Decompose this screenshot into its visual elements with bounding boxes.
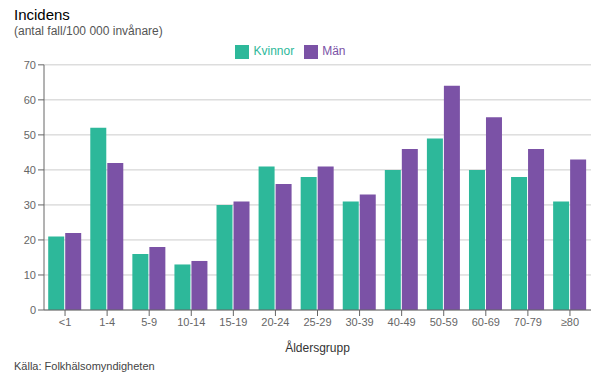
svg-text:10-14: 10-14 (177, 316, 205, 328)
svg-text:70: 70 (24, 59, 36, 71)
svg-text:15-19: 15-19 (219, 316, 247, 328)
svg-text:70-79: 70-79 (514, 316, 542, 328)
html-text:(antal fall/100 000 invånare): (antal fall/100 000 invånare) (14, 24, 163, 38)
html-text:Källa: Folkhälsomyndigheten: Källa: Folkhälsomyndigheten (14, 360, 155, 372)
svg-text:60: 60 (24, 94, 36, 106)
svg-text:40-49: 40-49 (388, 316, 416, 328)
html-text:Incidens: Incidens (14, 6, 70, 23)
html-text:Män: Män (322, 44, 346, 58)
svg-text:50: 50 (24, 129, 36, 141)
html-text:Kvinnor: Kvinnor (253, 44, 295, 58)
svg-text:20: 20 (24, 234, 36, 246)
svg-text:60-69: 60-69 (472, 316, 500, 328)
svg-text:≥80: ≥80 (561, 316, 579, 328)
svg-text:<1: <1 (59, 316, 72, 328)
svg-text:30: 30 (24, 199, 36, 211)
svg-text:50-59: 50-59 (430, 316, 458, 328)
svg-text:10: 10 (24, 269, 36, 281)
svg-text:25-29: 25-29 (303, 316, 331, 328)
svg-text:Åldersgrupp: Åldersgrupp (285, 340, 350, 355)
svg-text:1-4: 1-4 (99, 316, 115, 328)
svg-text:30-39: 30-39 (346, 316, 374, 328)
svg-text:5-9: 5-9 (141, 316, 157, 328)
svg-text:20-24: 20-24 (261, 316, 289, 328)
svg-text:40: 40 (24, 164, 36, 176)
svg-text:0: 0 (30, 304, 36, 316)
